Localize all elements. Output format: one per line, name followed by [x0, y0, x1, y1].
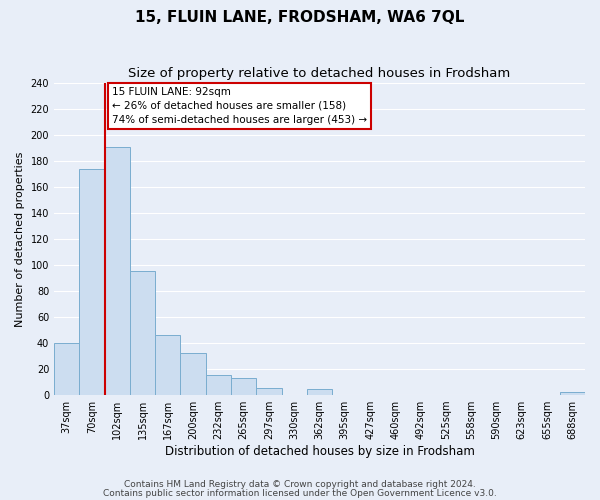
Bar: [256, 388, 281, 394]
Bar: [130, 272, 155, 394]
Bar: [104, 146, 130, 394]
Bar: [181, 353, 206, 395]
Bar: [560, 392, 585, 394]
Bar: [54, 342, 79, 394]
Text: Contains HM Land Registry data © Crown copyright and database right 2024.: Contains HM Land Registry data © Crown c…: [124, 480, 476, 489]
Bar: [231, 378, 256, 394]
Text: 15 FLUIN LANE: 92sqm
← 26% of detached houses are smaller (158)
74% of semi-deta: 15 FLUIN LANE: 92sqm ← 26% of detached h…: [112, 87, 367, 125]
Y-axis label: Number of detached properties: Number of detached properties: [15, 151, 25, 326]
Bar: [79, 168, 104, 394]
Text: 15, FLUIN LANE, FRODSHAM, WA6 7QL: 15, FLUIN LANE, FRODSHAM, WA6 7QL: [136, 10, 464, 25]
Text: Contains public sector information licensed under the Open Government Licence v3: Contains public sector information licen…: [103, 488, 497, 498]
Title: Size of property relative to detached houses in Frodsham: Size of property relative to detached ho…: [128, 68, 511, 80]
Bar: [206, 375, 231, 394]
Bar: [155, 335, 181, 394]
Bar: [307, 390, 332, 394]
X-axis label: Distribution of detached houses by size in Frodsham: Distribution of detached houses by size …: [164, 444, 475, 458]
